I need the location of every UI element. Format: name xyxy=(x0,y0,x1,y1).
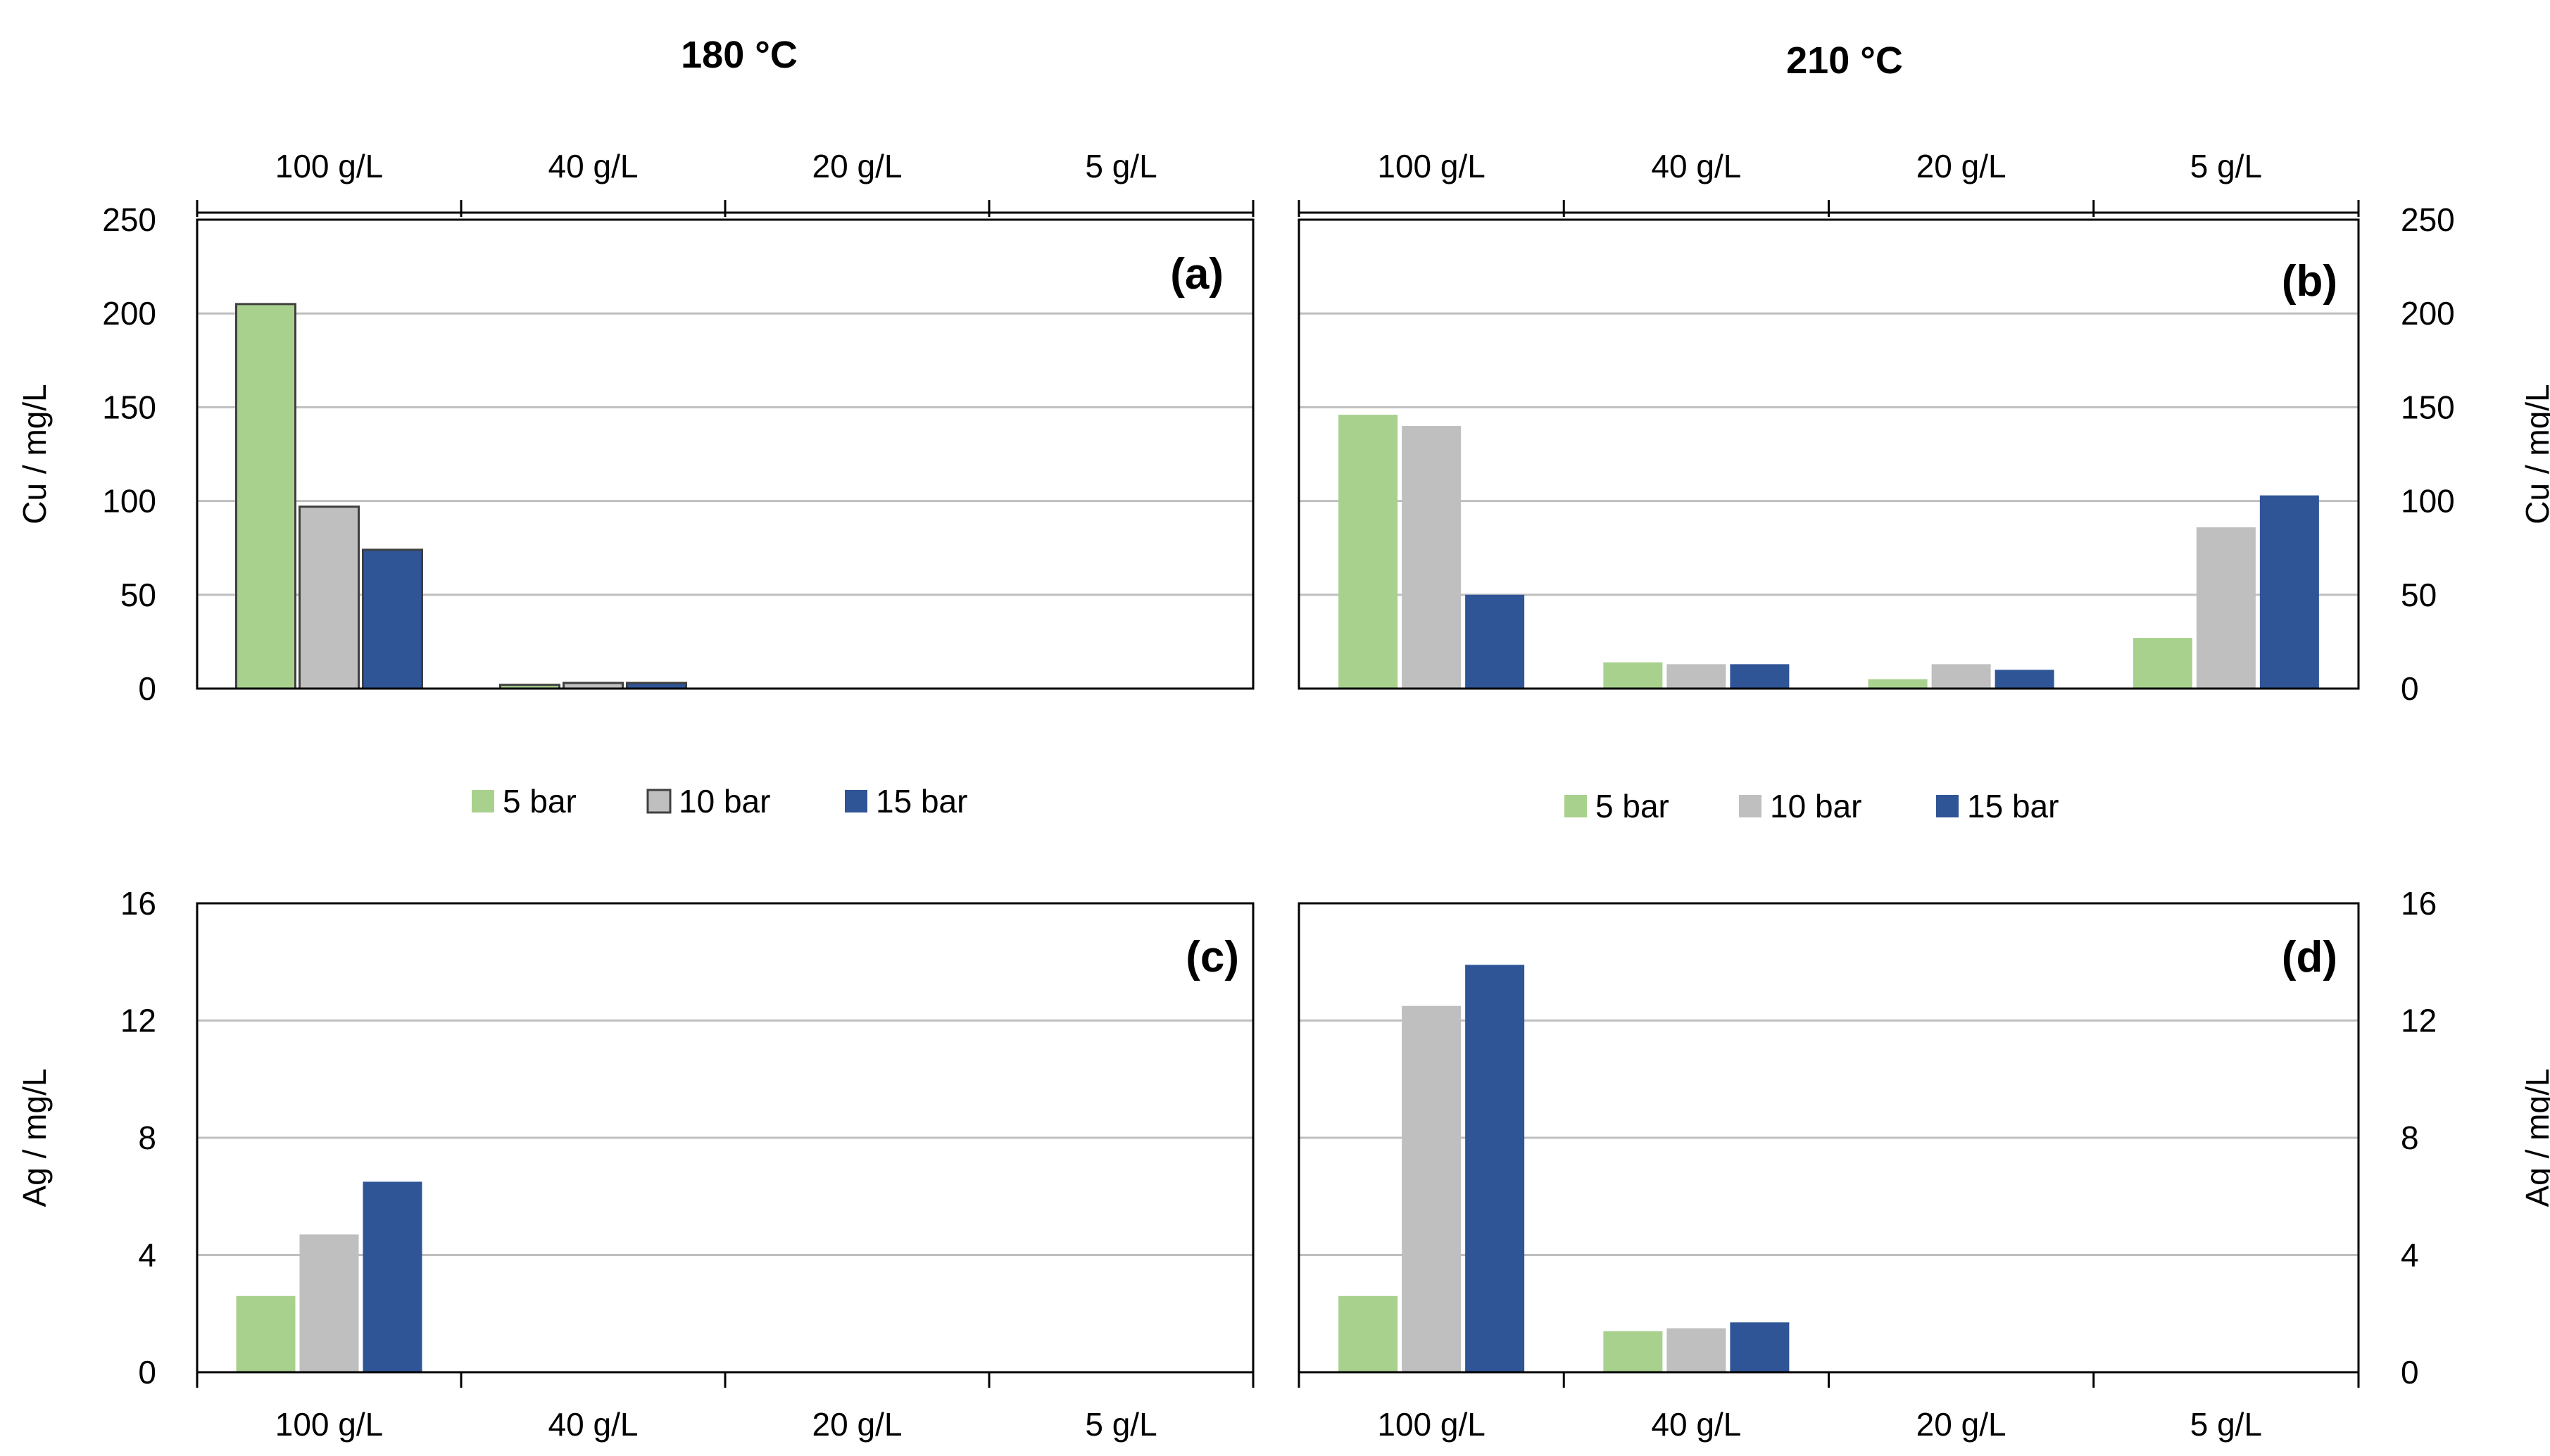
bar-a-5bar-0 xyxy=(235,303,296,690)
y-tick-label: 16 xyxy=(2401,885,2437,922)
legend-label: 10 bar xyxy=(679,783,770,820)
y-tick-label: 100 xyxy=(2401,483,2455,520)
bar-a-10bar-0 xyxy=(299,506,360,690)
y-tick-label: 0 xyxy=(2401,1354,2419,1391)
category-label: 40 g/L xyxy=(548,148,639,184)
legend-swatch-5bar xyxy=(472,790,494,812)
bar-b-5bar-3 xyxy=(2133,638,2192,689)
panel-label: (c) xyxy=(1186,933,1239,981)
category-label: 100 g/L xyxy=(1377,148,1485,184)
legend-left: 5 bar 10 bar 15 bar xyxy=(472,783,967,820)
panel-a: 0 50 100 150 200 250 Cu / mg/L 100 g/L 40 g/L 20 … xyxy=(16,148,1255,707)
panel-b: 0 50 100 150 200 250 Cu / mg/L 100 g/L 40 g/L 20 … xyxy=(1298,148,2550,707)
bar-c-10bar-0 xyxy=(299,1234,359,1372)
bar-b-10bar-3 xyxy=(2196,527,2256,689)
bar-b-5bar-2 xyxy=(1868,679,1928,689)
title-180c: 180 °C xyxy=(681,34,798,76)
bar-b-15bar-3 xyxy=(2259,495,2319,689)
plot-frame xyxy=(1298,218,2360,690)
bar-b-5bar-1 xyxy=(1603,662,1663,689)
legend-swatch-5bar xyxy=(1564,795,1587,817)
bar-d-10bar-1 xyxy=(1666,1328,1726,1372)
category-label: 40 g/L xyxy=(548,1406,639,1443)
category-label: 100 g/L xyxy=(275,148,383,184)
legend-label: 5 bar xyxy=(1595,788,1669,824)
title-210c: 210 °C xyxy=(1786,39,1903,82)
bar-b-15bar-0 xyxy=(1465,594,1525,689)
bar-b-5bar-0 xyxy=(1338,415,1398,689)
y-tick-label: 12 xyxy=(2401,1003,2437,1039)
legend-swatch-10bar xyxy=(1739,795,1761,817)
y-tick-label: 0 xyxy=(138,1354,156,1391)
y-tick-label: 4 xyxy=(2401,1237,2419,1274)
y-tick-label: 8 xyxy=(138,1119,156,1156)
category-label: 40 g/L xyxy=(1651,1406,1741,1443)
bar-b-15bar-1 xyxy=(1730,664,1790,689)
panel-d: 0 4 8 12 16 Ag / mg/L 100 g/L 40 g/L 20 g/L 5 g/L… xyxy=(1298,885,2550,1443)
legend-label: 10 bar xyxy=(1770,788,1861,824)
category-label: 5 g/L xyxy=(1085,148,1157,184)
legend-swatch-15bar xyxy=(845,790,867,812)
bar-d-5bar-0 xyxy=(1338,1295,1398,1372)
category-label: 20 g/L xyxy=(812,148,903,184)
legend-swatch-15bar xyxy=(1936,795,1959,817)
y-tick-label: 12 xyxy=(120,1003,156,1039)
legend-swatch-10bar xyxy=(646,789,672,814)
plot-frame xyxy=(196,218,1255,690)
bar-d-15bar-0 xyxy=(1465,965,1525,1372)
legend-right: 5 bar 10 bar 15 bar xyxy=(1564,788,2059,824)
category-label: 20 g/L xyxy=(1916,148,2006,184)
bar-c-15bar-0 xyxy=(363,1181,422,1372)
y-tick-label: 250 xyxy=(2401,201,2455,238)
panel-label: (a) xyxy=(1170,250,1224,299)
y-axis-label: Cu / mg/L xyxy=(16,384,53,524)
category-label: 40 g/L xyxy=(1651,148,1741,184)
category-label: 5 g/L xyxy=(2190,1406,2262,1443)
category-label: 5 g/L xyxy=(1085,1406,1157,1443)
bar-b-10bar-0 xyxy=(1402,426,1462,689)
category-label: 20 g/L xyxy=(1916,1406,2006,1443)
y-tick-label: 50 xyxy=(2401,577,2437,613)
y-tick-label: 150 xyxy=(102,389,156,425)
y-tick-label: 150 xyxy=(2401,389,2455,425)
y-tick-label: 8 xyxy=(2401,1119,2419,1156)
bar-a-15bar-0 xyxy=(362,548,423,690)
y-axis-label: Cu / mg/L xyxy=(2519,384,2550,524)
category-label: 100 g/L xyxy=(1377,1406,1485,1443)
y-axis-label: Ag / mg/L xyxy=(2519,1069,2550,1207)
bar-c-5bar-0 xyxy=(236,1295,296,1372)
y-tick-label: 0 xyxy=(138,670,156,707)
y-tick-label: 16 xyxy=(120,885,156,922)
panel-label: (b) xyxy=(2282,257,2337,306)
category-label: 20 g/L xyxy=(812,1406,903,1443)
panel-c: 0 4 8 12 16 Ag / mg/L 100 g/L 40 g/L 20 g/L 5 g/L… xyxy=(16,885,1255,1443)
bar-b-15bar-2 xyxy=(1995,670,2054,689)
bar-d-10bar-0 xyxy=(1402,1005,1462,1372)
y-tick-label: 200 xyxy=(2401,295,2455,332)
bar-d-5bar-1 xyxy=(1603,1331,1663,1372)
y-tick-label: 4 xyxy=(138,1237,156,1274)
bar-d-15bar-1 xyxy=(1730,1322,1790,1372)
legend-label: 15 bar xyxy=(876,783,967,820)
bar-b-10bar-2 xyxy=(1931,664,1991,689)
y-tick-label: 50 xyxy=(120,577,156,613)
legend-label: 5 bar xyxy=(503,783,577,820)
category-label: 5 g/L xyxy=(2190,148,2262,184)
legends: 5 bar 10 bar 15 bar 5 bar 10 bar 15 bar xyxy=(472,783,2059,824)
panel-label: (d) xyxy=(2282,933,2337,981)
y-axis-label: Ag / mg/L xyxy=(16,1069,53,1207)
legend-label: 15 bar xyxy=(1967,788,2059,824)
bar-b-10bar-1 xyxy=(1666,664,1726,689)
y-tick-label: 250 xyxy=(102,201,156,238)
y-tick-label: 200 xyxy=(102,295,156,332)
y-tick-label: 0 xyxy=(2401,670,2419,707)
panels: 0 50 100 150 200 250 Cu / mg/L 100 g/L 40 g/L 20 … xyxy=(16,148,2550,1443)
y-tick-label: 100 xyxy=(102,483,156,520)
category-label: 100 g/L xyxy=(275,1406,383,1443)
